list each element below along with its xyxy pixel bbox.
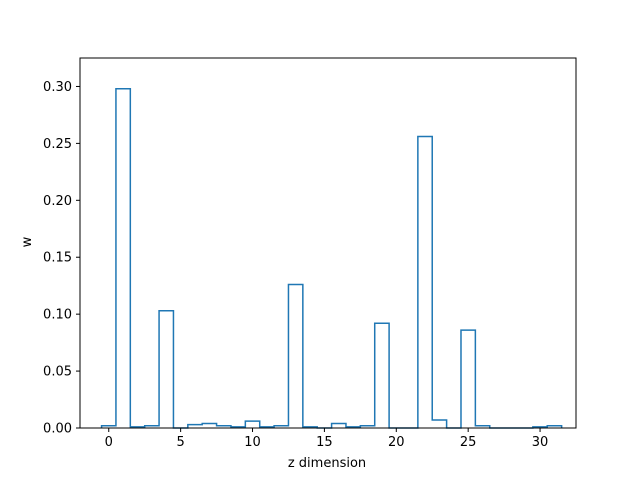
y-tick-label: 0.00 [43,422,72,437]
y-axis-ticks: 0.00 0.05 0.10 0.15 0.20 0.25 0.30 [43,80,80,437]
bar-6 [188,425,202,428]
y-tick-label: 0.25 [43,137,72,152]
x-tick-label: 20 [388,435,405,450]
x-axis-label: z dimension [288,456,366,471]
y-tick-label: 0.30 [43,80,72,95]
y-tick-label: 0.10 [43,308,72,323]
y-tick-label: 0.15 [43,251,72,266]
x-tick-label: 15 [316,435,333,450]
plot-frame [79,57,577,429]
bar-25 [461,330,475,428]
y-tick-label: 0.05 [43,365,72,380]
bar-4 [159,311,173,428]
y-axis-label: w [20,236,35,247]
x-axis-ticks: 0 5 10 15 20 25 30 [105,428,549,450]
bar-19 [375,323,389,428]
bar-16 [332,423,346,428]
y-tick-label: 0.20 [43,194,72,209]
x-tick-label: 5 [176,435,184,450]
x-tick-label: 25 [460,435,477,450]
x-tick-label: 10 [244,435,261,450]
x-tick-label: 0 [105,435,113,450]
bar-23 [432,420,446,428]
bar-22 [418,137,432,428]
bar-10 [245,421,259,428]
bar-1 [116,89,130,428]
bar-13 [288,285,302,428]
bar-7 [202,423,216,428]
x-tick-label: 30 [532,435,549,450]
